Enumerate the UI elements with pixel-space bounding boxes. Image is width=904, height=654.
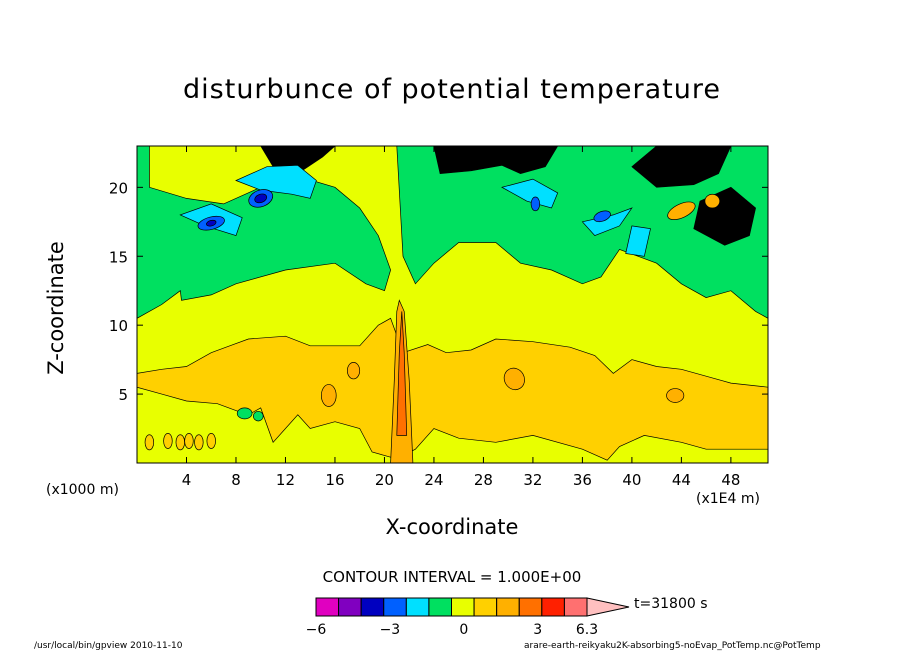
region-orange-blob-2 (175, 434, 185, 451)
region-yellow-top-right (631, 146, 732, 188)
colorbar-swatch (360, 597, 385, 617)
colorbar-swatch (496, 597, 520, 617)
x-tick-label: 28 (474, 471, 493, 489)
region-green-right (396, 146, 768, 319)
contour-interval-label: CONTOUR INTERVAL = 1.000E+00 (322, 568, 582, 586)
region-blue-3 (530, 196, 541, 212)
region-orange-blob-3 (184, 433, 194, 449)
x-tick-label: 8 (231, 471, 241, 489)
colorbar-swatch (473, 597, 498, 617)
region-cyan-3 (501, 178, 559, 209)
x-tick-label: 40 (622, 471, 641, 489)
colorbar-arrow (586, 597, 630, 617)
x-tick-label: 32 (523, 471, 542, 489)
colorbar-swatch (338, 597, 362, 617)
y-tick-label: 15 (109, 248, 128, 266)
region-green-spot-1 (236, 407, 253, 420)
colorbar-swatch (315, 597, 340, 617)
x-tick-label: 36 (573, 471, 592, 489)
y-tick-label: 10 (109, 317, 128, 335)
colorbar-swatch (405, 597, 430, 617)
x-unit-left: (x1000 m) (46, 482, 119, 498)
region-dark-2 (206, 219, 217, 227)
y-tick-label: 20 (109, 179, 128, 197)
region-darkorange-3 (503, 367, 525, 391)
colorbar-tick-label: 6.3 (576, 622, 598, 638)
colorbar-tick-label: 0 (459, 622, 468, 638)
colorbar-swatch (428, 597, 452, 617)
contour-field (137, 146, 768, 463)
colorbar-tick-label: 3 (533, 622, 542, 638)
x-tick-label: 16 (325, 471, 344, 489)
region-yellow-top-left (260, 146, 336, 170)
x-tick-label: 4 (182, 471, 192, 489)
region-orange-band (137, 317, 768, 461)
region-plume-core (396, 311, 408, 436)
region-blue-4 (593, 210, 611, 223)
region-dark-1 (254, 193, 268, 204)
region-orange-blob-4 (194, 434, 204, 451)
region-orange-blob-1 (163, 433, 173, 449)
region-darkorange-5 (704, 193, 721, 209)
colorbar-swatch (451, 597, 475, 617)
y-tick-label: 5 (118, 386, 128, 404)
x-unit-right: (x1E4 m) (696, 491, 760, 507)
colorbar-swatch (541, 597, 565, 617)
plot-frame (136, 145, 769, 464)
chart-title: disturbunce of potential temperature (183, 74, 721, 105)
colorbar-tick-label: −3 (380, 622, 401, 638)
region-darkorange-6 (667, 201, 696, 220)
colorbar-tick-label: −6 (306, 622, 327, 638)
x-tick-label: 12 (276, 471, 295, 489)
region-orange-blob-5 (206, 433, 216, 449)
region-darkorange-2 (346, 362, 361, 380)
region-green-spot-2 (252, 410, 264, 422)
footer-left: /usr/local/bin/gpview 2010-11-10 (34, 641, 183, 651)
x-tick-label: 24 (424, 471, 443, 489)
colorbar-swatch (563, 597, 588, 617)
region-cyan-5 (625, 225, 651, 257)
time-label: t=31800 s (634, 596, 708, 612)
x-tick-label: 48 (721, 471, 740, 489)
region-darkorange-1 (321, 384, 337, 407)
region-darkorange-4 (666, 388, 685, 403)
region-orange-blob-0 (144, 434, 155, 451)
colorbar-swatch (383, 597, 407, 617)
colorbar-swatch (518, 597, 543, 617)
y-axis-label: Z-coordinate (44, 241, 68, 375)
colorbar: −6 −3 0 3 6.3 (306, 597, 630, 638)
footer-right: arare-earth-reikyaku2K-absorbing5-noEvap… (524, 641, 821, 651)
x-axis-label: X-coordinate (385, 515, 519, 539)
x-tick-label: 44 (672, 471, 691, 489)
region-yellow-top-mid (433, 146, 559, 174)
region-green-left (137, 146, 391, 319)
x-tick-label: 20 (375, 471, 394, 489)
